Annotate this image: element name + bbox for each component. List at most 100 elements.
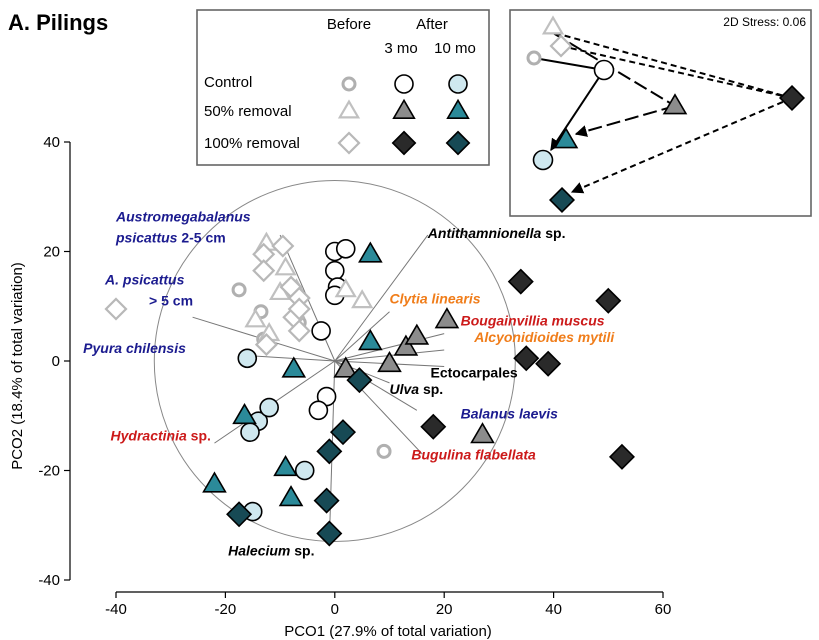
species-label: Alcyonidioides mytili xyxy=(473,329,615,345)
species-label: Austromegabalanus psicattus 2-5 cm xyxy=(115,208,251,245)
point-50-removal-before xyxy=(274,256,297,276)
species-label-part: > 5 cm xyxy=(149,292,193,308)
point-50-removal-10mo xyxy=(358,241,383,263)
legend-symbol-10mo xyxy=(446,98,470,119)
x-axis-label: PCO1 (27.9% of total variation) xyxy=(284,623,492,640)
species-label: A. psicattus > 5 cm xyxy=(104,271,193,308)
legend-before-header: Before xyxy=(327,16,371,33)
y-tick-label: 0 xyxy=(52,353,60,370)
point-50-removal-10mo xyxy=(281,356,307,378)
species-label-part: sp. xyxy=(419,381,443,397)
species-label: Bougainvillia muscus xyxy=(461,312,605,328)
x-tick-label: 0 xyxy=(331,601,339,618)
species-label-part: Balanus laevis xyxy=(461,405,558,421)
species-label-part: Bugulina flabellata xyxy=(411,447,536,463)
point-50-removal-before xyxy=(244,308,267,328)
point-100-removal-before xyxy=(287,319,311,343)
point-50-removal-3mo xyxy=(470,422,495,444)
point-100-removal-10mo xyxy=(329,419,357,446)
point-50-removal-10mo xyxy=(273,454,298,477)
point-100-removal-3mo xyxy=(507,268,534,295)
point-50-removal-10mo xyxy=(358,329,383,351)
y-tick-label: 20 xyxy=(43,244,60,261)
legend-row-50-removal: 50% removal xyxy=(204,103,292,120)
species-label-part: Bougainvillia muscus xyxy=(461,312,605,328)
inset-path-100b xyxy=(554,32,793,99)
inset-centroid-100-10mo xyxy=(548,186,576,214)
point-control-before xyxy=(376,443,392,459)
legend-symbol-10mo xyxy=(448,74,468,94)
point-100-removal-before xyxy=(254,333,278,357)
species-label-part: sp. xyxy=(187,427,211,443)
inset-centroid-50-10mo xyxy=(553,127,579,149)
point-control-10mo xyxy=(237,348,258,369)
legend-row-control: Control xyxy=(204,74,252,91)
species-label-part: sp. xyxy=(290,542,314,558)
point-control-10mo xyxy=(240,422,260,442)
inset-arrow-control xyxy=(550,69,605,152)
inset-centroid-control-before xyxy=(526,50,542,66)
legend-symbol-3mo xyxy=(391,130,417,156)
inset-centroid-control-10mo xyxy=(532,149,554,171)
correlation-circle xyxy=(153,179,516,543)
legend-symbol-before xyxy=(337,99,361,119)
point-50-removal-10mo xyxy=(278,485,304,507)
species-label: Balanus laevis xyxy=(461,405,558,421)
inset-stress-label: 2D Stress: 0.06 xyxy=(723,15,806,29)
point-50-removal-10mo xyxy=(232,402,257,425)
point-100-removal-before xyxy=(271,234,295,258)
legend-symbol-before xyxy=(337,131,361,155)
species-label-part: psicattus xyxy=(115,229,178,245)
species-label-part: Halecium xyxy=(228,542,290,558)
point-control-3mo xyxy=(308,400,329,421)
point-100-removal-before xyxy=(287,297,311,321)
inset-centroid-control-3mo xyxy=(593,59,615,81)
x-tick-label: 20 xyxy=(436,601,453,618)
species-label-part: Clytia linearis xyxy=(390,291,481,307)
species-label-part: Pyura chilensis xyxy=(83,340,186,356)
inset-path-control xyxy=(533,57,605,71)
species-label-part: Alcyonidioides mytili xyxy=(473,329,615,345)
species-label: Halecium sp. xyxy=(228,542,314,558)
inset-path-50 xyxy=(552,32,676,107)
nmds-inset: 2D Stress: 0.06 xyxy=(509,9,812,217)
point-100-removal-3mo xyxy=(595,287,622,314)
x-tick-label: 40 xyxy=(545,601,562,618)
point-100-removal-3mo xyxy=(535,350,562,377)
legend-symbol-3mo xyxy=(392,98,416,119)
species-label: Ectocarpales xyxy=(431,364,518,380)
point-50-removal-3mo xyxy=(377,350,402,373)
legend-row-100-removal: 100% removal xyxy=(204,135,300,152)
species-label: Bugulina flabellata xyxy=(411,447,536,463)
legend-3mo-header: 3 mo xyxy=(384,40,417,57)
point-50-removal-3mo xyxy=(434,307,460,329)
inset-centroid-100-3mo xyxy=(778,84,806,112)
point-control-before xyxy=(231,282,247,298)
point-100-removal-3mo xyxy=(608,443,635,470)
vector-line xyxy=(334,311,390,362)
point-100-removal-10mo xyxy=(226,501,253,528)
y-tick-label: -20 xyxy=(38,463,60,480)
point-50-removal-3mo xyxy=(404,323,430,345)
x-tick-label: -40 xyxy=(105,601,127,618)
legend-symbol-before xyxy=(341,76,357,92)
legend-10mo-header: 10 mo xyxy=(434,40,476,57)
x-tick-label: -20 xyxy=(215,601,237,618)
point-100-removal-10mo xyxy=(316,520,343,547)
species-label-part: A. psicattus xyxy=(104,271,185,287)
legend-symbol-3mo xyxy=(394,74,414,94)
inset-centroid-100-before xyxy=(549,34,573,58)
point-50-removal-3mo xyxy=(393,334,419,356)
species-label-part: Austromegabalanus xyxy=(115,208,251,224)
inset-centroid-50-before xyxy=(541,15,565,35)
point-control-3mo xyxy=(324,260,345,281)
legend-symbol-10mo xyxy=(445,130,471,156)
species-label-part: Hydractinia xyxy=(111,427,187,443)
point-50-removal-3mo xyxy=(333,356,359,378)
point-100-removal-before xyxy=(104,297,128,321)
inset-arrow-50 xyxy=(574,105,676,137)
point-50-removal-before xyxy=(351,289,374,309)
species-label-part: 2-5 cm xyxy=(177,229,225,245)
point-control-10mo xyxy=(259,397,279,418)
panel-title: A. Pilings xyxy=(8,10,109,35)
